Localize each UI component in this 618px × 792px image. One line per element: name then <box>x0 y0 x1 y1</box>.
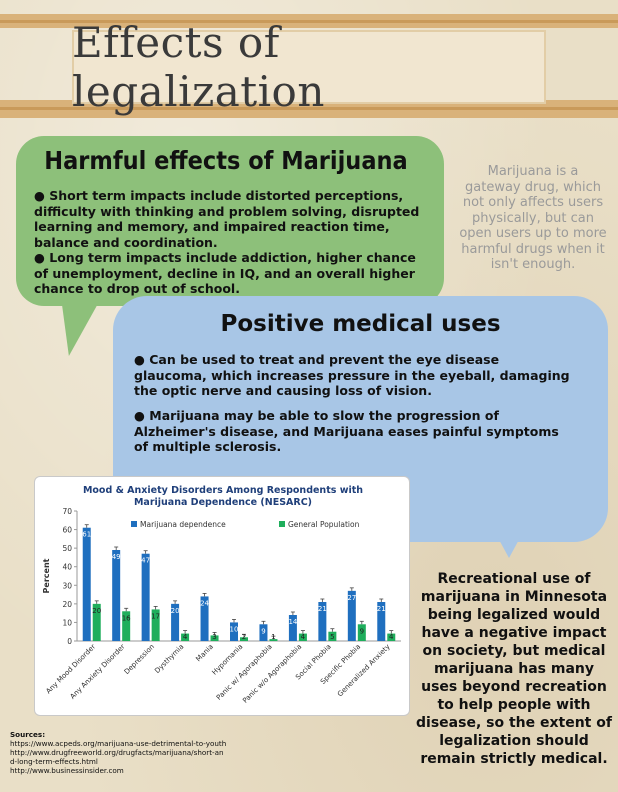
source-line: http://www.businessinsider.com <box>10 766 124 775</box>
data-label: 10 <box>230 625 239 633</box>
bar-marijuana <box>377 602 386 641</box>
data-label: 4 <box>389 633 394 641</box>
data-label: 21 <box>377 605 386 613</box>
bar-marijuana <box>259 624 268 641</box>
bar-marijuana <box>171 603 180 641</box>
data-label: 17 <box>151 612 160 620</box>
legend-label-general: General Population <box>288 520 360 529</box>
legend-swatch-marijuana <box>131 521 137 527</box>
bar-general <box>122 611 131 641</box>
y-tick-label: 10 <box>62 618 72 627</box>
data-label: 47 <box>141 557 150 565</box>
x-tick-label: Depression <box>123 643 156 676</box>
bar-marijuana <box>288 615 297 641</box>
harmful-bullet-long-term: ● Long term impacts include addiction, h… <box>34 250 416 296</box>
header-stripe-lower <box>0 107 618 110</box>
data-label: 9 <box>360 627 364 635</box>
data-label: 1 <box>271 633 275 641</box>
chart-card: Mood & Anxiety Disorders Among Responden… <box>34 476 410 716</box>
data-label: 9 <box>261 627 265 635</box>
y-tick-label: 0 <box>67 637 72 646</box>
x-tick-label: Mania <box>194 643 215 664</box>
data-label: 3 <box>212 633 216 641</box>
data-label: 5 <box>330 633 334 641</box>
x-tick-label: Any Anxiety Disorder <box>69 643 127 701</box>
y-tick-label: 60 <box>62 526 72 535</box>
bar-general <box>328 631 337 641</box>
chart-title-line1: Mood & Anxiety Disorders Among Responden… <box>83 485 363 496</box>
page-title: Effects of legalization <box>72 18 325 116</box>
bar-general <box>210 635 219 641</box>
y-tick-label: 20 <box>62 600 72 609</box>
y-axis-label: Percent <box>42 558 51 593</box>
bar-marijuana <box>230 622 238 641</box>
source-line: d-long-term-effects.html <box>10 757 98 766</box>
conclusion-text: Recreational use of marijuana in Minneso… <box>416 571 612 767</box>
bar-general <box>357 624 366 641</box>
data-label: 24 <box>200 599 209 607</box>
positive-bubble-tail <box>497 536 521 558</box>
data-label: 14 <box>288 618 297 626</box>
harmful-bullet-short-term: ● Short term impacts include distorted p… <box>34 188 420 250</box>
bar-general <box>181 633 190 641</box>
bar-general <box>269 639 278 641</box>
data-label: 4 <box>183 633 188 641</box>
data-label: 16 <box>122 614 131 622</box>
bar-marijuana <box>347 590 356 641</box>
source-line: https://www.acpeds.org/marijuana-use-det… <box>10 739 227 748</box>
sources-label: Sources: <box>10 730 46 739</box>
bar-marijuana <box>200 596 209 641</box>
bar-general <box>298 633 307 641</box>
x-tick-label: Any Mood Disorder <box>44 643 97 696</box>
chart-title-line2: Marijuana Dependence (NESARC) <box>134 497 312 508</box>
title-banner: Effects of legalization <box>72 18 546 116</box>
harmful-title: Harmful effects of Marijuana <box>44 146 408 175</box>
bar-marijuana <box>141 553 150 641</box>
harmful-bubble <box>16 136 444 306</box>
bar-marijuana <box>82 527 91 641</box>
x-tick-label: Panic w/ Agoraphobia <box>215 643 274 702</box>
bar-general <box>240 637 248 641</box>
data-label: 49 <box>112 553 121 561</box>
y-tick-label: 40 <box>62 563 72 572</box>
header-stripe <box>0 20 618 23</box>
x-tick-label: Generalized Anxiety <box>336 643 392 699</box>
positive-bullet-glaucoma: ● Can be used to treat and prevent the e… <box>134 352 570 398</box>
x-tick-label: Panic w/o Agoraphobia <box>241 643 303 705</box>
sources: Sources: https://www.acpeds.org/marijuan… <box>10 730 260 775</box>
source-line: http://www.drugfreeworld.org/drugfacts/m… <box>10 748 224 757</box>
data-label: 20 <box>92 607 101 615</box>
positive-title: Positive medical uses <box>220 311 501 337</box>
data-label: 20 <box>171 607 180 615</box>
data-label: 2 <box>242 633 246 641</box>
bar-general <box>387 633 396 641</box>
data-label: 27 <box>347 594 356 602</box>
bar-marijuana <box>318 602 327 641</box>
gateway-note: Marijuana is a gateway drug, which not o… <box>459 164 607 272</box>
x-tick-label: Dysthymia <box>153 643 185 675</box>
data-label: 21 <box>318 605 327 613</box>
bar-general <box>92 603 101 641</box>
bar-general <box>151 609 160 641</box>
legend-label-marijuana: Marijuana dependence <box>140 520 226 529</box>
data-label: 61 <box>82 531 91 539</box>
y-tick-label: 30 <box>62 581 72 590</box>
data-label: 4 <box>301 633 306 641</box>
positive-bullet-alzheimers: ● Marijuana may be able to slow the prog… <box>134 408 559 454</box>
bar-marijuana <box>112 550 121 641</box>
y-tick-label: 50 <box>62 544 72 553</box>
legend-swatch-general <box>279 521 285 527</box>
y-tick-label: 70 <box>62 507 72 516</box>
chart-svg: Mood & Anxiety Disorders Among Responden… <box>42 485 401 705</box>
